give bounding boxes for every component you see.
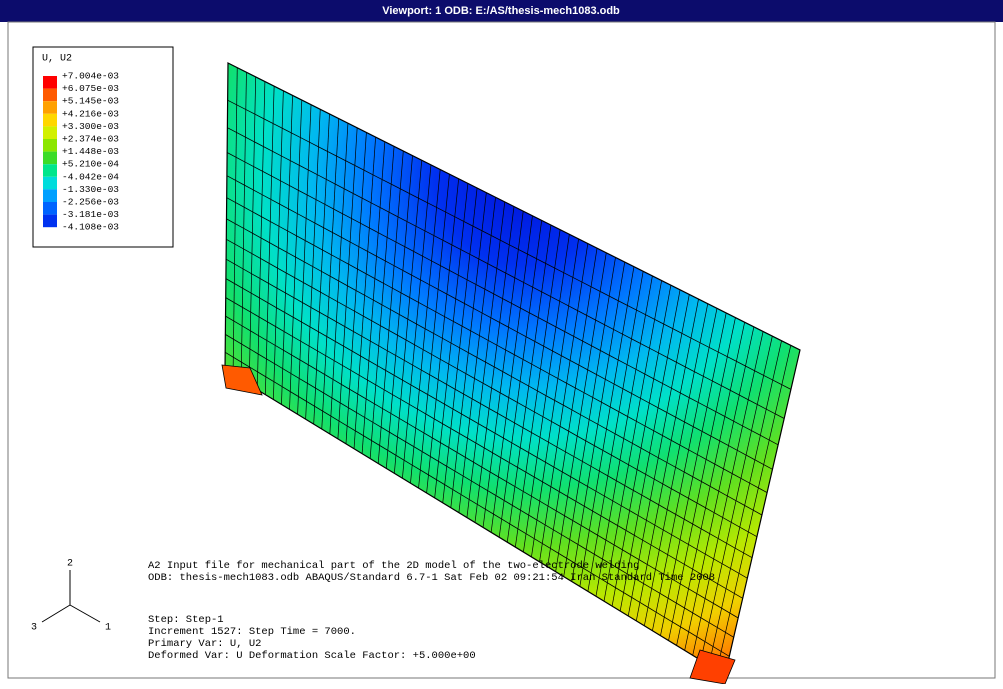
legend-label: -4.108e-03 <box>62 222 119 233</box>
legend-swatch <box>43 152 57 165</box>
info-line: ODB: thesis-mech1083.odb ABAQUS/Standard… <box>148 572 715 584</box>
legend-swatch <box>43 114 57 127</box>
legend-label: +1.448e-03 <box>62 146 119 157</box>
legend-swatch <box>43 215 57 228</box>
legend-label: +5.210e-04 <box>62 159 119 170</box>
legend-swatch <box>43 202 57 215</box>
triad-label: 3 <box>31 623 37 634</box>
triad-label: 1 <box>105 623 111 634</box>
legend-swatch <box>43 177 57 190</box>
triad-label: 2 <box>67 559 73 570</box>
legend-label: -2.256e-03 <box>62 197 119 208</box>
viewport: Viewport: 1 ODB: E:/AS/thesis-mech1083.o… <box>0 0 1003 684</box>
info-line: A2 Input file for mechanical part of the… <box>148 560 639 572</box>
legend-title: U, U2 <box>42 54 72 65</box>
step-line: Increment 1527: Step Time = 7000. <box>148 626 356 638</box>
step-line: Step: Step-1 <box>148 614 224 626</box>
legend-label: +7.004e-03 <box>62 71 119 82</box>
step-line: Primary Var: U, U2 <box>148 638 261 650</box>
legend-label: -3.181e-03 <box>62 209 119 220</box>
legend-swatch <box>43 76 57 89</box>
legend-label: +2.374e-03 <box>62 134 119 145</box>
legend-swatch <box>43 89 57 102</box>
legend-label: +6.075e-03 <box>62 83 119 94</box>
legend-swatch <box>43 189 57 202</box>
legend-label: -1.330e-03 <box>62 184 119 195</box>
legend: +7.004e-03+6.075e-03 +5.145e-03+4.216e-03… <box>43 71 119 233</box>
legend-label: -4.042e-04 <box>62 171 119 182</box>
viewport-window: Viewport: 1 ODB: E:/AS/thesis-mech1083.o… <box>0 0 1003 684</box>
legend-label: +4.216e-03 <box>62 108 119 119</box>
legend-swatch <box>43 101 57 114</box>
legend-swatch <box>43 139 57 152</box>
title-text: Viewport: 1 ODB: E:/AS/thesis-mech1083.o… <box>382 5 620 17</box>
legend-swatch <box>43 164 57 177</box>
legend-label: +5.145e-03 <box>62 96 119 107</box>
step-line: Deformed Var: U Deformation Scale Factor… <box>148 650 476 662</box>
legend-swatch <box>43 126 57 139</box>
legend-label: +3.300e-03 <box>62 121 119 132</box>
